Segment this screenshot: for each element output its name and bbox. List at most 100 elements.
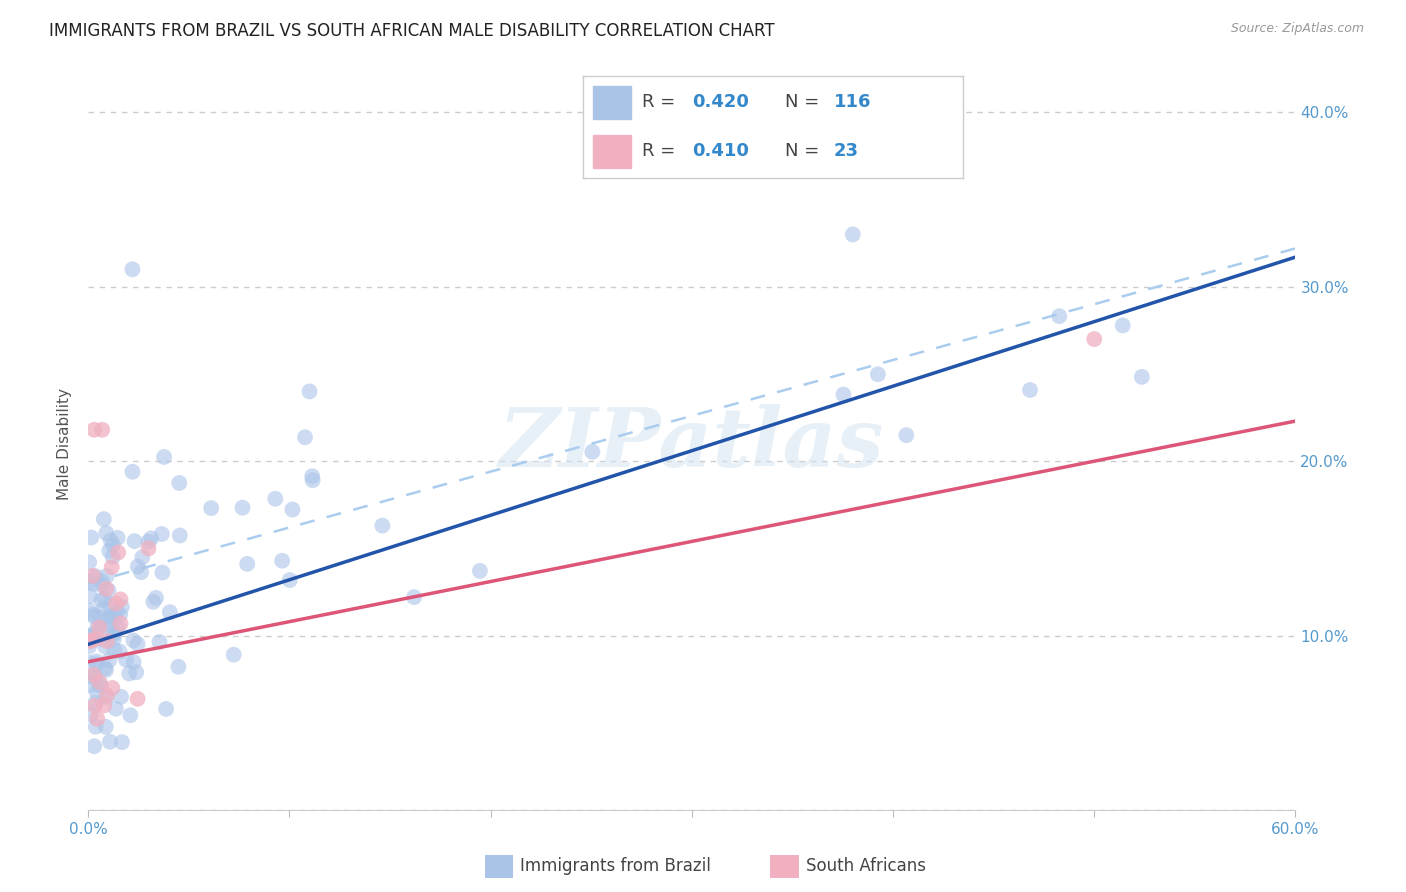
Point xyxy=(80,628,103,642)
Point xyxy=(79,589,101,603)
Point xyxy=(98,610,121,624)
Point xyxy=(118,666,141,681)
Point xyxy=(153,450,176,464)
Point xyxy=(103,625,125,640)
Point xyxy=(98,612,121,626)
Point xyxy=(91,578,114,592)
Point xyxy=(83,668,105,682)
Point xyxy=(96,569,118,583)
Point xyxy=(77,574,100,589)
Point xyxy=(122,655,145,669)
Point xyxy=(110,690,132,704)
Point xyxy=(86,657,108,672)
Point xyxy=(264,491,287,506)
Point xyxy=(79,633,101,648)
Point xyxy=(94,640,117,654)
Point xyxy=(98,543,121,558)
Bar xyxy=(593,136,631,168)
Point xyxy=(142,595,165,609)
Point xyxy=(152,566,174,580)
Point xyxy=(271,554,294,568)
Point xyxy=(222,648,245,662)
Point xyxy=(111,599,134,614)
Point xyxy=(89,678,111,692)
Point xyxy=(110,592,132,607)
Point xyxy=(86,654,108,668)
Point xyxy=(866,368,889,382)
Point xyxy=(278,573,301,587)
Point xyxy=(131,550,153,565)
Point xyxy=(80,634,103,648)
Point xyxy=(169,528,191,542)
Point xyxy=(80,531,103,545)
Point xyxy=(82,569,104,583)
Point xyxy=(93,512,115,526)
Point xyxy=(77,604,100,618)
Text: 0.420: 0.420 xyxy=(692,93,748,111)
Point xyxy=(89,610,111,624)
Point xyxy=(100,560,122,574)
Point xyxy=(94,720,117,734)
Point xyxy=(231,500,253,515)
Point xyxy=(200,501,222,516)
Point xyxy=(83,609,105,624)
Point xyxy=(127,691,149,706)
Point xyxy=(91,423,114,437)
Point xyxy=(93,698,115,713)
Point xyxy=(101,549,124,564)
Text: Immigrants from Brazil: Immigrants from Brazil xyxy=(520,857,711,875)
Text: IMMIGRANTS FROM BRAZIL VS SOUTH AFRICAN MALE DISABILITY CORRELATION CHART: IMMIGRANTS FROM BRAZIL VS SOUTH AFRICAN … xyxy=(49,22,775,40)
Point xyxy=(281,502,304,516)
Point xyxy=(107,531,129,545)
Point xyxy=(107,545,129,559)
Point xyxy=(121,262,143,277)
Point xyxy=(167,475,190,490)
Point xyxy=(98,598,121,612)
Point xyxy=(1047,309,1070,323)
Point xyxy=(842,227,865,242)
Text: R =: R = xyxy=(643,93,682,111)
Text: ZIPatlas: ZIPatlas xyxy=(499,404,884,483)
Text: R =: R = xyxy=(643,142,682,161)
Point xyxy=(371,518,394,533)
Point xyxy=(581,444,603,458)
Point xyxy=(138,534,160,549)
Point xyxy=(1112,318,1135,333)
Point xyxy=(98,617,121,632)
Point xyxy=(96,526,118,541)
Point xyxy=(298,384,321,399)
Point xyxy=(127,637,149,651)
Point xyxy=(90,632,112,647)
Point xyxy=(89,620,111,634)
Point xyxy=(83,739,105,754)
Point xyxy=(129,565,152,579)
Point xyxy=(96,634,118,648)
Point xyxy=(94,661,117,675)
Point xyxy=(98,653,121,667)
Point xyxy=(77,555,100,569)
Point xyxy=(90,593,112,607)
Point xyxy=(103,642,125,657)
Point xyxy=(103,608,125,623)
Point xyxy=(120,708,142,723)
Point xyxy=(79,629,101,643)
Point xyxy=(468,564,491,578)
Text: 23: 23 xyxy=(834,142,859,161)
Point xyxy=(83,698,105,713)
Point xyxy=(167,660,190,674)
Point xyxy=(404,590,426,604)
Point xyxy=(98,735,121,749)
Text: N =: N = xyxy=(785,93,825,111)
Point xyxy=(103,627,125,641)
Point xyxy=(145,591,167,605)
Point xyxy=(77,640,100,654)
Point xyxy=(80,707,103,722)
Point xyxy=(1083,332,1105,346)
Point xyxy=(96,688,118,702)
Point xyxy=(301,473,323,487)
Y-axis label: Male Disability: Male Disability xyxy=(58,388,72,500)
Point xyxy=(124,534,146,549)
Point xyxy=(141,532,163,546)
Point xyxy=(110,616,132,631)
Point xyxy=(96,582,118,596)
